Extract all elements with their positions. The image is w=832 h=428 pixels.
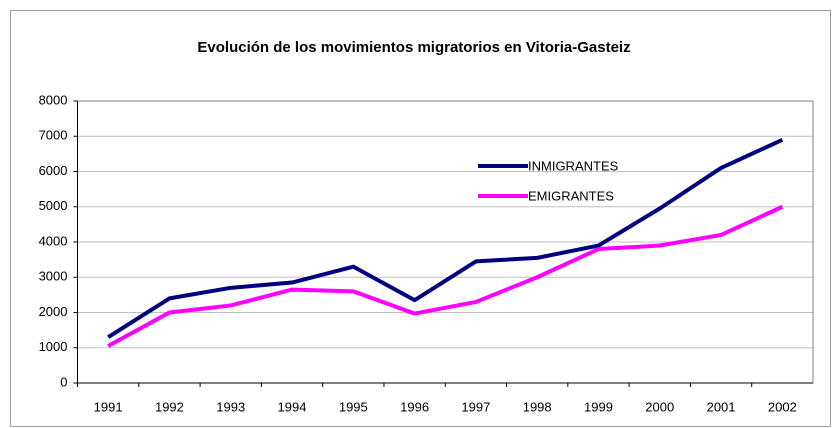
x-tick-label: 2002 — [768, 399, 797, 414]
x-tick-label: 1997 — [461, 399, 490, 414]
x-tick-label: 1992 — [155, 399, 184, 414]
chart-border — [10, 10, 831, 427]
x-tick-label: 1993 — [216, 399, 245, 414]
x-tick-label: 1999 — [584, 399, 613, 414]
x-tick-label: 1995 — [339, 399, 368, 414]
y-tick-label: 4000 — [39, 233, 68, 248]
y-tick-label: 7000 — [39, 128, 68, 143]
y-tick-label: 3000 — [39, 269, 68, 284]
series-line — [107, 137, 784, 339]
legend-label: INMIGRANTES — [528, 158, 619, 173]
y-tick-label: 8000 — [39, 92, 68, 107]
y-tick-label: 6000 — [39, 163, 68, 178]
legend-label: EMIGRANTES — [528, 188, 614, 203]
x-tick-label: 1994 — [278, 399, 307, 414]
y-tick-label: 5000 — [39, 198, 68, 213]
y-tick-label: 1000 — [39, 339, 68, 354]
series-line — [107, 204, 784, 348]
x-tick-label: 1998 — [523, 399, 552, 414]
y-tick-label: 0 — [60, 374, 67, 389]
x-tick-label: 2001 — [707, 399, 736, 414]
y-tick-label: 2000 — [39, 304, 68, 319]
x-tick-label: 1991 — [94, 399, 123, 414]
x-tick-label: 2000 — [645, 399, 674, 414]
x-tick-label: 1996 — [400, 399, 429, 414]
chart-title: Evolución de los movimientos migratorios… — [197, 39, 630, 56]
